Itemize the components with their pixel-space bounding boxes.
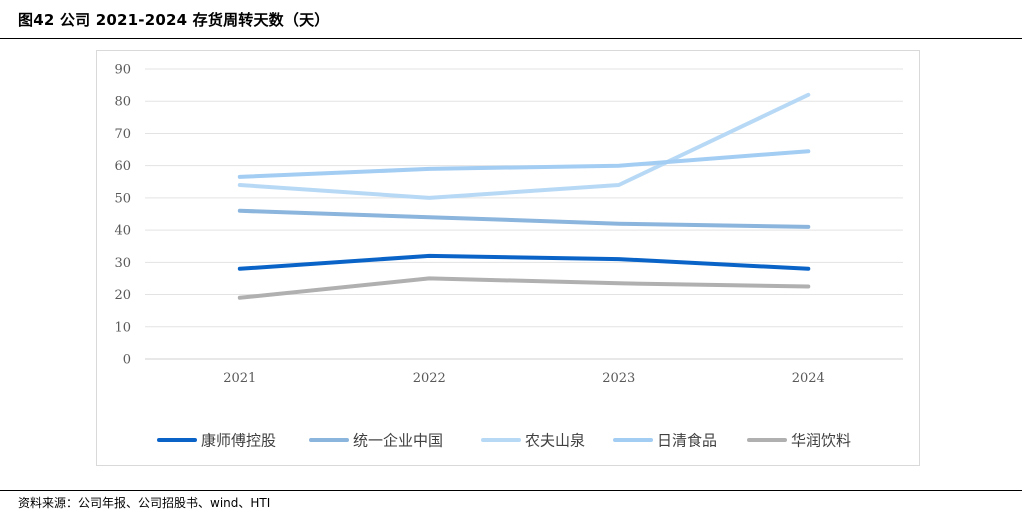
chart-frame: 0 10 20 30 40 50 60 70 80 90 2021 2022 2023 2024 康师傅… [96,50,920,466]
y-tick-label: 90 [114,63,131,78]
series-line-1 [237,253,811,271]
bottom-rule [0,490,1022,491]
legend-label: 康师傅控股 [201,432,276,450]
y-tick-label: 70 [114,127,131,142]
series-line-4 [237,149,811,179]
series-line-3 [237,92,811,200]
series-lines [237,92,811,300]
legend-label: 农夫山泉 [525,432,585,450]
figure-title: 图42 公司 2021-2024 存货周转天数（天） [18,11,330,29]
x-tick-label: 2021 [223,371,256,386]
x-tick-label: 2022 [413,371,446,386]
legend-label: 华润饮料 [791,432,851,450]
legend-label: 统一企业中国 [353,432,443,450]
y-tick-label: 30 [114,256,131,271]
y-tick-label: 50 [114,191,131,206]
y-tick-label: 0 [123,353,131,368]
y-tick-label: 80 [114,95,131,110]
top-rule [0,38,1022,39]
y-tick-label: 60 [114,159,131,174]
y-axis-ticks: 0 10 20 30 40 50 60 70 80 90 [114,63,131,368]
y-tick-label: 20 [114,288,131,303]
gridlines [145,68,903,360]
series-line-5 [237,276,811,300]
legend-label: 日清食品 [657,432,717,450]
line-chart: 0 10 20 30 40 50 60 70 80 90 2021 2022 2023 2024 康师傅… [114,63,903,450]
x-axis-ticks: 2021 2022 2023 2024 [223,371,825,386]
series-line-2 [237,208,811,229]
legend: 康师傅控股 统一企业中国 农夫山泉 日清食品 华润饮料 [157,432,851,450]
source-note: 资料来源：公司年报、公司招股书、wind、HTI [18,496,271,510]
x-tick-label: 2023 [602,371,635,386]
x-tick-label: 2024 [792,371,825,386]
y-tick-label: 40 [114,224,131,239]
y-tick-label: 10 [114,320,131,335]
